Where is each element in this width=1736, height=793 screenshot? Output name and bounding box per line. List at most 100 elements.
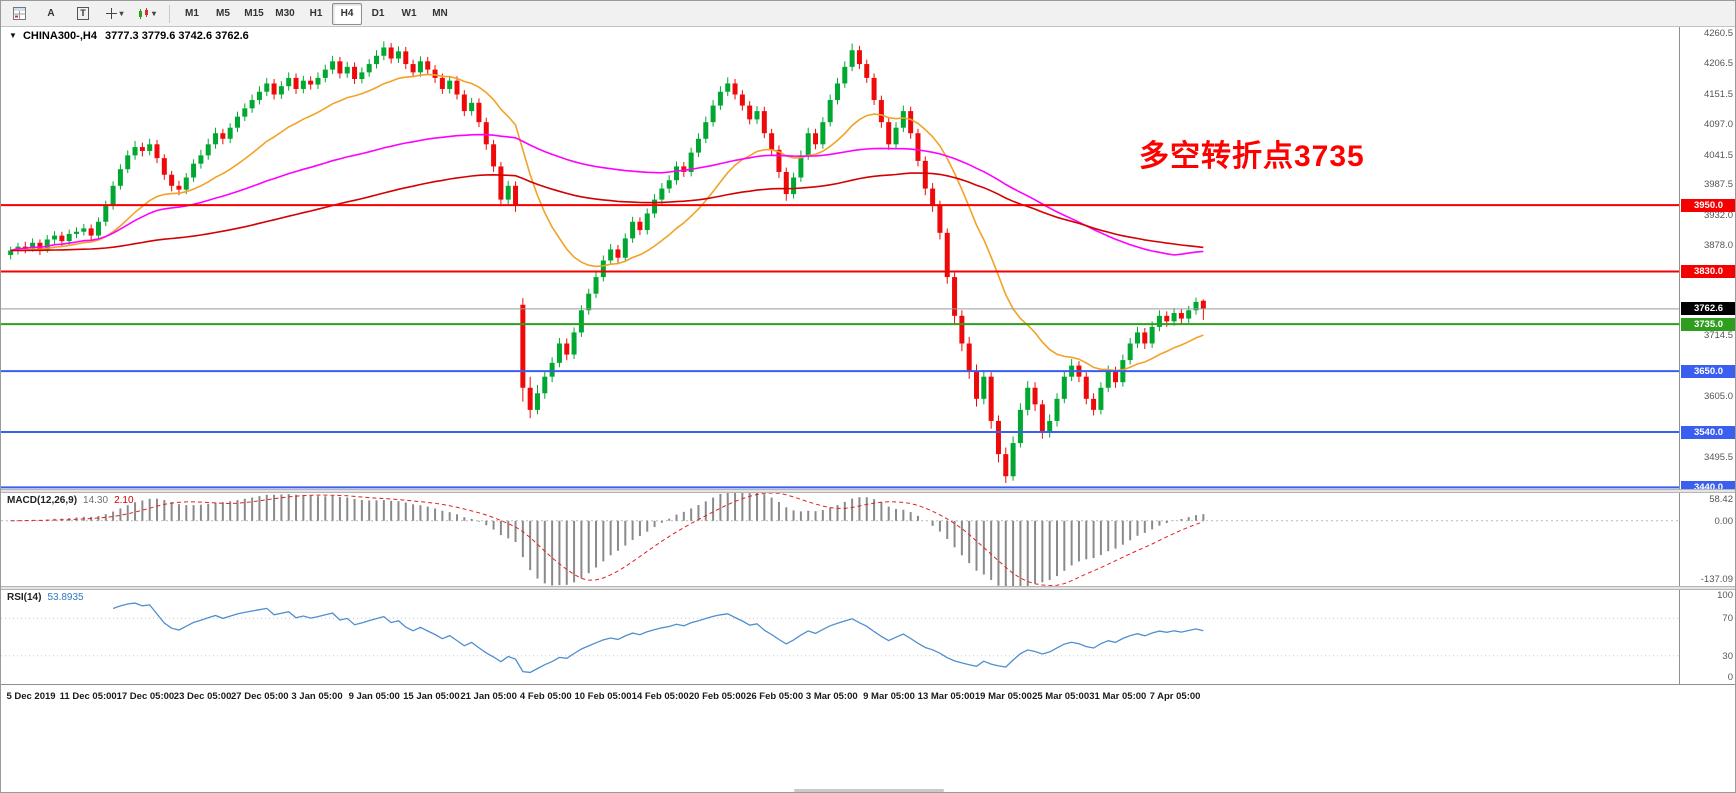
macd-label: MACD(12,26,9) 14.30 2.10	[7, 495, 134, 506]
level-badge-3950.0: 3950.0	[1681, 198, 1735, 212]
splitter-rsi[interactable]	[1, 586, 1735, 590]
macd-histogram	[16, 493, 1205, 586]
timeframe-button-w1[interactable]: W1	[401, 8, 417, 19]
time-axis-label: 20 Feb 05:00	[688, 691, 746, 702]
toolbar-separator	[169, 4, 170, 23]
y-axis-tick: 3714.5	[1703, 330, 1733, 342]
current-price-badge: 3762.6	[1681, 302, 1735, 316]
chevron-down-icon: ▾	[119, 9, 124, 18]
macd-canvas[interactable]	[1, 493, 1679, 586]
price-chart-canvas[interactable]	[1, 27, 1679, 489]
time-axis-label: 23 Dec 05:00	[173, 691, 232, 702]
crosshair-icon	[106, 8, 118, 19]
time-axis-label: 25 Mar 05:00	[1032, 691, 1090, 702]
rsi-canvas[interactable]	[1, 590, 1679, 684]
new-chart-button[interactable]	[4, 3, 34, 25]
timeframe-button-d1[interactable]: D1	[371, 8, 385, 19]
autoscroll-label: A	[47, 8, 55, 19]
indicators-button[interactable]: ▾	[132, 3, 162, 25]
macd-title: MACD(12,26,9)	[7, 495, 78, 506]
ma-20-line	[10, 73, 1204, 372]
y-axis-tick: 3605.0	[1703, 391, 1733, 403]
time-axis-label: 10 Feb 05:00	[574, 691, 632, 702]
timeframe-button-m1[interactable]: M1	[185, 8, 199, 19]
rsi-label: RSI(14) 53.8935	[7, 592, 84, 603]
time-axis-label: 3 Jan 05:00	[291, 691, 343, 702]
rsi-line	[112, 602, 1204, 674]
timeframe-button-m30[interactable]: M30	[275, 8, 295, 19]
time-axis-label: 26 Feb 05:00	[746, 691, 804, 702]
timeframe-button-h1[interactable]: H1	[309, 8, 323, 19]
rsi-value: 53.8935	[47, 592, 84, 603]
rsi-axis-tick: 0	[1727, 672, 1733, 683]
level-badge-3830.0: 3830.0	[1681, 265, 1735, 279]
time-axis-label: 31 Mar 05:00	[1089, 691, 1147, 702]
level-badge-3650.0: 3650.0	[1681, 364, 1735, 378]
time-axis-label: 9 Mar 05:00	[863, 691, 915, 702]
time-axis-label: 27 Dec 05:00	[231, 691, 289, 702]
timeframe-button-m5[interactable]: M5	[216, 8, 230, 19]
rsi-axis-tick: 100	[1717, 590, 1733, 601]
rsi-axis[interactable]: 100 70 30 0	[1679, 590, 1735, 684]
text-tool-button[interactable]: T	[68, 3, 98, 25]
bottom-area	[1, 710, 1735, 792]
time-axis-label: 13 Mar 05:00	[917, 691, 975, 702]
macd-signal-line	[10, 493, 1204, 586]
price-axis[interactable]: 4260.5 4206.5 4151.5 4097.0 4041.5 3987.5 3932…	[1679, 27, 1735, 494]
chart-title: ▼ CHINA300-,H4 3777.3 3779.6 3742.6 3762…	[9, 30, 249, 42]
chevron-down-icon: ▾	[151, 9, 156, 18]
symbol-period-label: CHINA300-,H4	[22, 30, 97, 42]
macd-axis[interactable]: 58.42 0.00 -137.09	[1679, 493, 1735, 586]
ma-150-line	[10, 172, 1204, 252]
macd-value: 14.30	[83, 495, 109, 506]
chart-selector-icon: ▼	[9, 31, 17, 40]
macd-axis-tick: 58.42	[1709, 494, 1733, 505]
timeframe-button-m15[interactable]: M15	[244, 8, 264, 19]
macd-axis-tick: -137.09	[1700, 574, 1733, 585]
y-axis-tick: 3932.0	[1703, 210, 1733, 222]
time-axis-label: 9 Jan 05:00	[348, 691, 400, 702]
time-axis-label: 21 Jan 05:00	[460, 691, 517, 702]
price-chart-pane[interactable]: 4260.5 4206.5 4151.5 4097.0 4041.5 3987.5 3932…	[1, 27, 1735, 494]
trader-annotation: 多空转折点3735	[1139, 140, 1365, 173]
macd-pane[interactable]: 58.42 0.00 -137.09 MACD(12,26,9) 14.30 2.10	[1, 493, 1735, 586]
splitter-macd[interactable]	[1, 489, 1735, 493]
time-axis-label: 7 Apr 05:00	[1149, 691, 1201, 702]
y-axis-tick: 3987.5	[1703, 179, 1733, 191]
rsi-pane[interactable]: 100 70 30 0 RSI(14) 53.8935	[1, 590, 1735, 684]
cursor-tool-button[interactable]: ▾	[100, 3, 130, 25]
time-axis-label: 17 Dec 05:00	[116, 691, 175, 702]
timeframe-button-h4[interactable]: H4	[332, 2, 362, 25]
y-axis-tick: 4041.5	[1703, 149, 1733, 161]
timeframe-group: M1 M5 M15 M30 H1 H4 D1 W1 MN	[177, 2, 455, 25]
rsi-title: RSI(14)	[7, 592, 42, 603]
rsi-axis-tick: 70	[1722, 613, 1733, 625]
window-grid-icon	[12, 7, 26, 20]
y-axis-tick: 4097.0	[1703, 118, 1733, 130]
time-axis-label: 11 Dec 05:00	[59, 691, 117, 702]
toolbar: A T ▾ ▾ M1 M5 M15 M30 H1 H4 D1 W1 MN	[1, 1, 1735, 27]
time-axis-label: 4 Feb 05:00	[519, 691, 572, 702]
y-axis-tick: 3495.5	[1703, 451, 1733, 463]
timeframe-button-mn[interactable]: MN	[432, 8, 448, 19]
level-badge-3540.0: 3540.0	[1681, 425, 1735, 439]
panel-grip[interactable]	[794, 789, 944, 792]
candles-layer	[8, 41, 1206, 483]
y-axis-tick: 4260.5	[1703, 28, 1733, 40]
y-axis-tick: 4151.5	[1703, 88, 1733, 100]
time-axis[interactable]: 5 Dec 2019 11 Dec 05:00 17 Dec 05:00 23 Dec…	[1, 684, 1735, 710]
macd-signal-value: 2.10	[114, 495, 134, 506]
y-axis-tick: 4206.5	[1703, 58, 1733, 70]
time-axis-label: 14 Feb 05:00	[631, 691, 689, 702]
candles-icon	[138, 7, 148, 19]
ohlc-values: 3777.3 3779.6 3742.6 3762.6	[105, 30, 249, 42]
text-tool-label: T	[77, 7, 89, 20]
level-badge-3735.0: 3735.0	[1681, 317, 1735, 331]
macd-axis-tick: 0.00	[1714, 515, 1734, 527]
autoscroll-button[interactable]: A	[36, 3, 66, 25]
time-axis-label: 3 Mar 05:00	[805, 691, 858, 702]
time-axis-label: 15 Jan 05:00	[403, 691, 460, 702]
ma-90-line	[10, 133, 1204, 256]
time-axis-label: 5 Dec 2019	[6, 691, 56, 702]
